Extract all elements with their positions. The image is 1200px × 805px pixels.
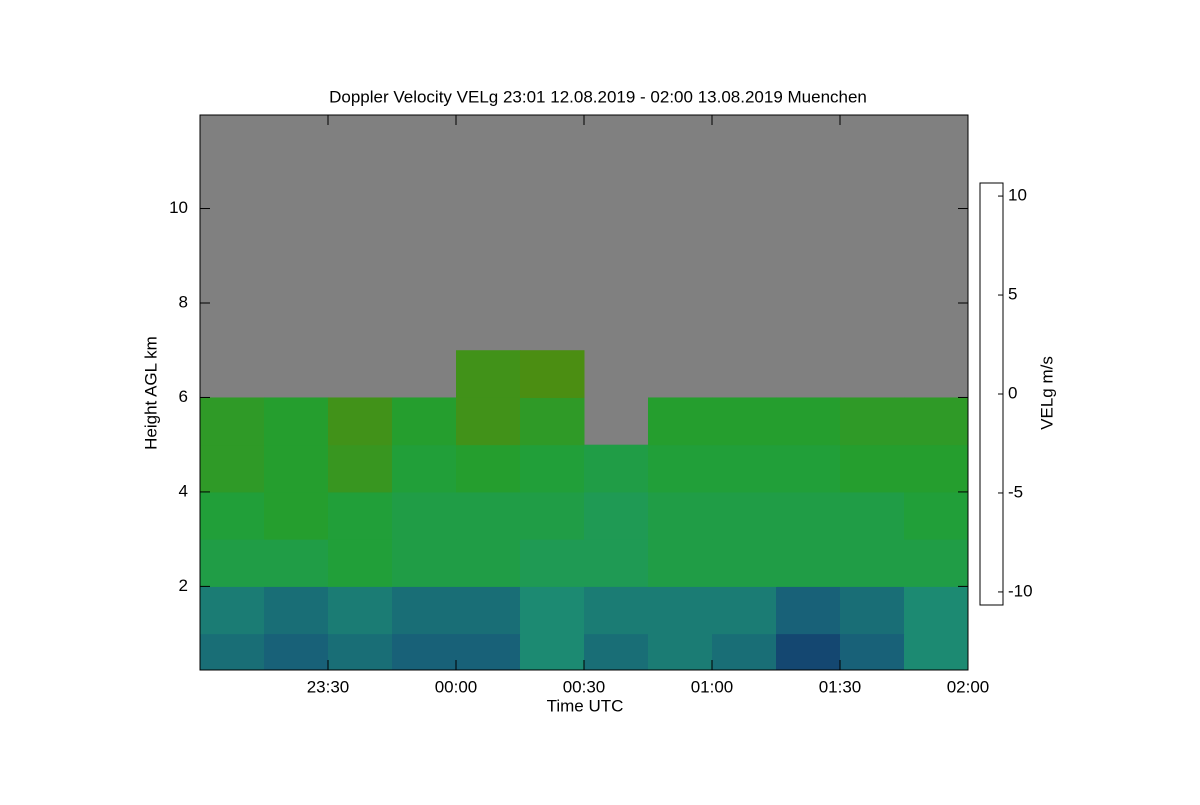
heatmap-cell [200, 586, 265, 635]
heatmap-cell [840, 633, 905, 671]
heatmap-cell [264, 397, 329, 446]
x-axis-label: Time UTC [547, 696, 624, 715]
y-tick-label: 6 [179, 387, 188, 406]
heatmap-cell [776, 586, 841, 635]
heatmap-cell [904, 491, 969, 540]
heatmap-cell [328, 491, 393, 540]
heatmap-cell [200, 633, 265, 671]
heatmap-cell [200, 397, 265, 446]
heatmap-cell [456, 350, 521, 398]
heatmap-cell [904, 444, 969, 493]
x-tick-label: 01:00 [691, 677, 734, 696]
heatmap-cell [712, 633, 777, 671]
heatmap-cell [648, 397, 713, 446]
x-tick-label: 01:30 [819, 677, 862, 696]
y-tick-label: 8 [179, 292, 188, 311]
heatmap-cell [584, 539, 649, 587]
heatmap-cell [904, 539, 969, 587]
heatmap-cell [584, 586, 649, 635]
heatmap-cell [520, 539, 585, 587]
heatmap-cell [840, 491, 905, 540]
heatmap-cell [392, 633, 457, 671]
y-tick-label: 4 [179, 481, 188, 500]
heatmap-cell [392, 397, 457, 446]
heatmap-cell [712, 539, 777, 587]
heatmap-cell [264, 539, 329, 587]
colorbar-tick-label: -10 [1008, 581, 1033, 600]
heatmap-cell [200, 539, 265, 587]
heatmap-cell [712, 444, 777, 493]
heatmap-cell [328, 633, 393, 671]
heatmap-cell [648, 539, 713, 587]
heatmap-cell [584, 633, 649, 671]
heatmap-cell [520, 586, 585, 635]
colorbar-tick-label: 10 [1008, 186, 1027, 205]
heatmap-cell [456, 539, 521, 587]
heatmap-cell [776, 491, 841, 540]
heatmap-cell [840, 539, 905, 587]
heatmap-cell [520, 350, 585, 398]
heatmap-cell [328, 539, 393, 587]
heatmap-cell [392, 586, 457, 635]
heatmap-cell [520, 397, 585, 446]
heatmap-cell [520, 444, 585, 493]
heatmap-cell [904, 397, 969, 446]
heatmap-cell [776, 444, 841, 493]
y-axis-label: Height AGL km [141, 336, 160, 450]
heatmap-cell [392, 444, 457, 493]
x-tick-label: 00:00 [435, 677, 478, 696]
heatmap-cell [840, 397, 905, 446]
heatmap-cell [776, 397, 841, 446]
heatmap-cell [200, 444, 265, 493]
heatmap-cell [648, 444, 713, 493]
heatmap-cell [776, 633, 841, 671]
x-tick-label: 23:30 [307, 677, 350, 696]
colorbar-tick-label: 0 [1008, 383, 1017, 402]
x-tick-label: 02:00 [947, 677, 990, 696]
heatmap-cell [456, 491, 521, 540]
heatmap-cell [584, 491, 649, 540]
heatmap-cell [264, 491, 329, 540]
heatmap-cell [200, 491, 265, 540]
heatmap-cell [328, 586, 393, 635]
heatmap-cell [712, 586, 777, 635]
heatmap-cell [264, 444, 329, 493]
colorbar-label: VELg m/s [1037, 356, 1056, 430]
heatmap-cell [648, 491, 713, 540]
heatmap-cell [392, 539, 457, 587]
y-tick-label: 2 [179, 576, 188, 595]
heatmap-cell [392, 491, 457, 540]
heatmap-cell [328, 397, 393, 446]
heatmap-cell [648, 586, 713, 635]
x-tick-label: 00:30 [563, 677, 606, 696]
heatmap-cell [456, 444, 521, 493]
heatmap-cell [328, 444, 393, 493]
heatmap-cell [904, 586, 969, 635]
heatmap-cell [520, 491, 585, 540]
heatmap-cell [520, 633, 585, 671]
heatmap-cell [776, 539, 841, 587]
colorbar-tick-label: -5 [1008, 482, 1023, 501]
heatmap-cell [456, 633, 521, 671]
heatmap-cell [584, 444, 649, 493]
heatmap-cell [840, 586, 905, 635]
heatmap-cell [264, 633, 329, 671]
heatmap-cell [840, 444, 905, 493]
y-tick-label: 10 [169, 198, 188, 217]
heatmap-cell [712, 491, 777, 540]
heatmap-cell [648, 633, 713, 671]
heatmap-cell [264, 586, 329, 635]
heatmap-cell [712, 397, 777, 446]
heatmap-cell [904, 633, 969, 671]
heatmap-cell [456, 397, 521, 446]
chart-title: Doppler Velocity VELg 23:01 12.08.2019 -… [329, 87, 867, 106]
heatmap-cell [456, 586, 521, 635]
colorbar-tick-label: 5 [1008, 285, 1017, 304]
